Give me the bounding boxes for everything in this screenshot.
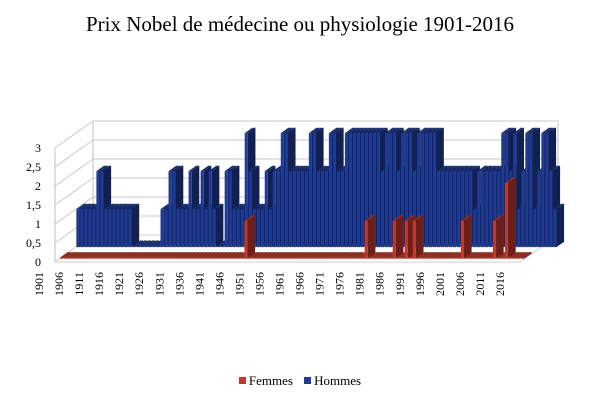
legend-swatch-femmes [238,377,246,384]
legend-swatch-hommes [304,377,312,384]
bar-femmes-2009 [492,215,504,259]
x-tick-label: 1961 [273,272,287,296]
x-tick-label: 1911 [72,272,86,296]
x-tick-label: 1996 [413,272,427,296]
x-tick-label: 1981 [353,272,367,296]
series-hommes [76,127,565,248]
y-tick-label: 1,5 [26,198,41,212]
chart-title: Prix Nobel de médecine ou physiologie 19… [85,12,515,36]
gridline [54,120,558,149]
x-tick-label: 1956 [252,272,266,296]
x-tick-label: 2016 [493,272,507,296]
y-tick-label: 0,5 [26,236,41,250]
x-tick-label: 1986 [373,272,387,296]
legend: Femmes Hommes [0,373,600,389]
x-tick-label: 1901 [32,272,46,296]
x-tick-label: 1976 [333,272,347,296]
x-tick-label: 1906 [52,272,66,296]
gridline [54,139,558,168]
x-tick-label: 2006 [453,272,467,296]
x-tick-label: 1941 [192,272,206,296]
x-tick-label: 1966 [293,272,307,296]
bar-femmes-1984 [392,215,404,259]
legend-item-hommes: Hommes [304,373,361,389]
bar-femmes-2012 [504,177,516,259]
legend-label-femmes: Femmes [248,373,293,388]
x-tick-label: 1931 [152,272,166,296]
bar-hommes-2020 [553,203,565,248]
series-femmes [60,177,532,259]
x-tick-label: 1971 [313,272,327,296]
y-tick-label: 3 [35,141,41,155]
bar-femmes-1947 [244,215,256,259]
x-tick-label: 1951 [232,272,246,296]
y-tick-label: 0 [35,255,41,269]
x-tick-label: 1946 [212,272,226,296]
x-tick-label: 1936 [172,272,186,296]
legend-label-hommes: Hommes [314,373,362,388]
bar-femmes-1989 [412,215,424,259]
bar-femmes-1977 [364,215,376,259]
x-tick-label: 1921 [112,272,126,296]
bar-femmes-2016 [520,252,532,259]
x-axis-ticks: 1901 1906 1911 1916 1921 1926 1931 1936 1941 1946… [32,272,507,296]
x-tick-label: 2011 [473,272,487,296]
y-tick-label: 2 [35,179,41,193]
bar-hommes-1935 [212,203,224,248]
legend-item-femmes: Femmes [238,373,293,389]
x-tick-label: 1916 [92,272,106,296]
x-tick-label: 2001 [433,272,447,296]
y-axis-ticks: 0 0,5 1 1,5 2 2,5 3 [26,141,41,269]
y-tick-label: 1 [35,217,41,231]
x-tick-label: 1926 [132,272,146,296]
x-tick-label: 1991 [393,272,407,296]
y-tick-label: 2,5 [26,160,41,174]
bar-femmes-2001 [460,215,472,259]
bar-hommes-1914 [128,203,140,248]
